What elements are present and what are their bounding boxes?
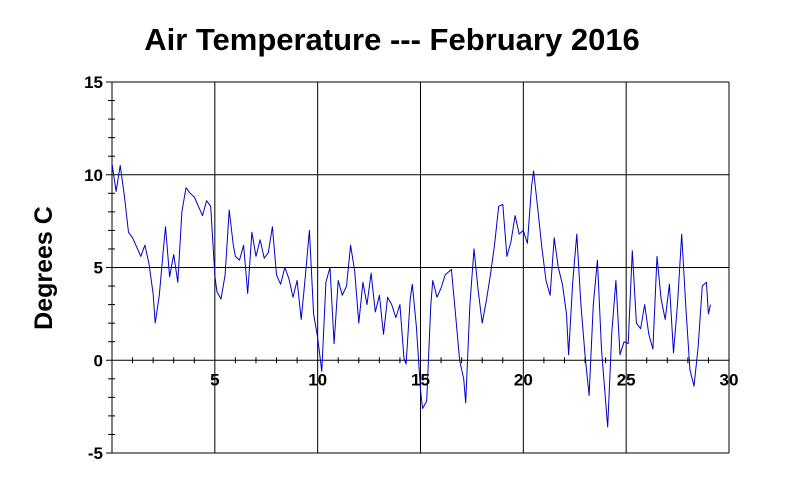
y-tick-label: 0 <box>94 351 103 370</box>
x-tick-label: 15 <box>411 370 430 389</box>
x-tick-label: 5 <box>210 370 219 389</box>
y-tick-label: 15 <box>84 73 103 92</box>
grid <box>112 81 730 454</box>
y-tick-label: 10 <box>84 166 103 185</box>
chart-title: Air Temperature --- February 2016 <box>144 22 640 57</box>
x-tick-label: 20 <box>514 370 533 389</box>
y-axis-label: Degrees C <box>30 206 58 330</box>
x-tick-label: 10 <box>308 370 327 389</box>
y-tick-label: 5 <box>94 259 103 278</box>
x-tick-label: 30 <box>720 370 739 389</box>
y-tick-label: -5 <box>88 444 103 463</box>
temperature-line <box>111 163 711 428</box>
tick-labels: 15 10 5 0 -5 5 10 15 20 25 30 <box>84 73 738 463</box>
tick-marks <box>106 81 709 454</box>
series-group <box>111 163 711 428</box>
x-tick-label: 25 <box>617 370 636 389</box>
